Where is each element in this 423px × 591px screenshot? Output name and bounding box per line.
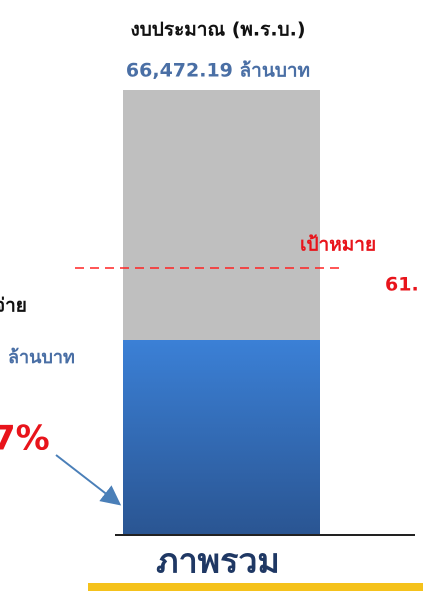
- target-value: 61.: [385, 274, 419, 296]
- spent-bar: [123, 340, 320, 535]
- budget-value: 66,472.19 ล้านบาท: [126, 60, 310, 82]
- title: งบประมาณ (พ.ร.บ.): [130, 19, 305, 41]
- spent-label: จ่าย: [0, 295, 27, 317]
- spent-percent: 7%: [0, 419, 50, 459]
- category-label: ภาพรวม: [156, 542, 280, 582]
- spent-unit: ล้านบาท: [8, 347, 75, 368]
- arrow: [55, 454, 122, 506]
- footer-bar: [88, 583, 423, 591]
- target-label: เป้าหมาย: [300, 234, 376, 256]
- budget-bar: [123, 90, 320, 340]
